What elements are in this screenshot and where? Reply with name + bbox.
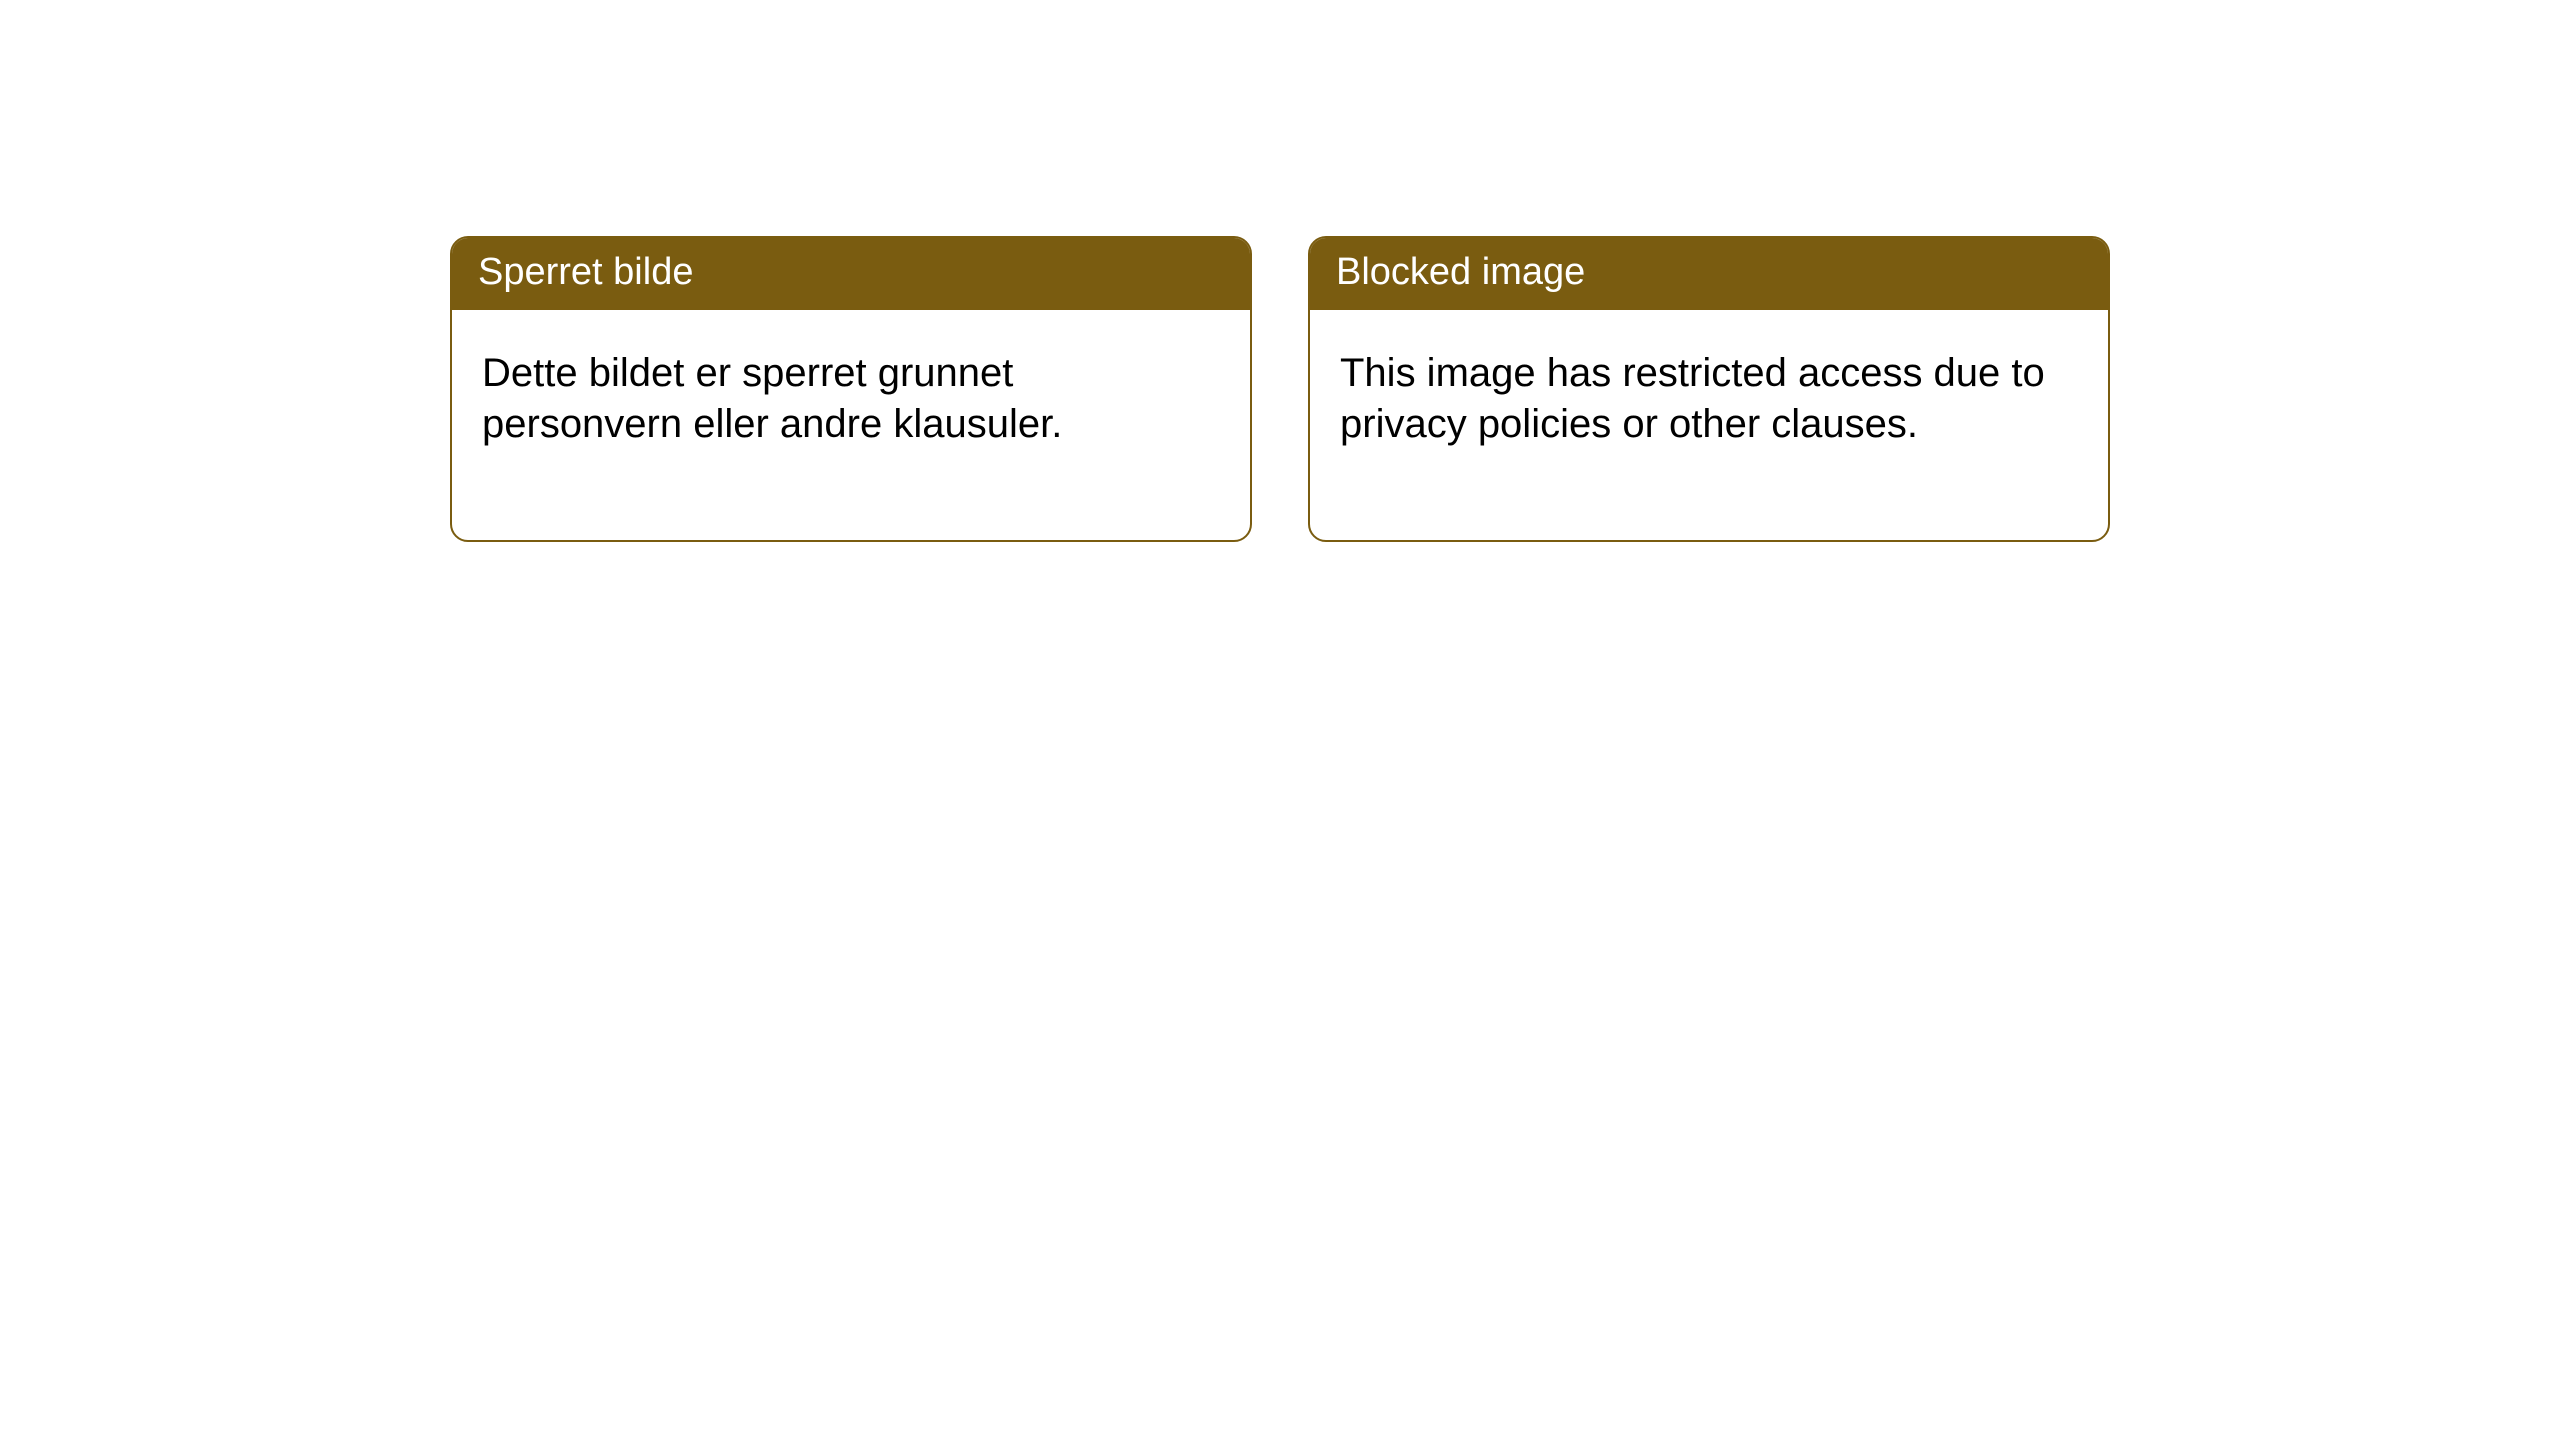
notice-title: Sperret bilde bbox=[452, 238, 1250, 310]
notice-container: Sperret bilde Dette bildet er sperret gr… bbox=[450, 236, 2110, 542]
notice-title: Blocked image bbox=[1310, 238, 2108, 310]
notice-body: This image has restricted access due to … bbox=[1310, 310, 2108, 540]
notice-card-english: Blocked image This image has restricted … bbox=[1308, 236, 2110, 542]
notice-body: Dette bildet er sperret grunnet personve… bbox=[452, 310, 1250, 540]
notice-card-norwegian: Sperret bilde Dette bildet er sperret gr… bbox=[450, 236, 1252, 542]
